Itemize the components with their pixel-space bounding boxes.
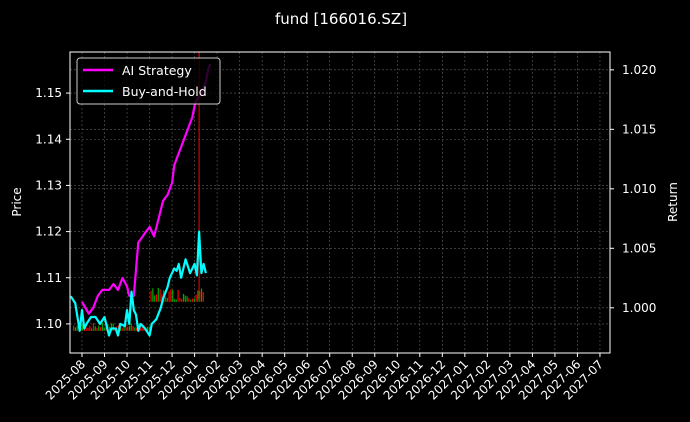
y-tick-label: 1.13 <box>35 178 62 192</box>
y2-tick-label: 1.005 <box>622 241 656 255</box>
y2-tick-label: 1.000 <box>622 301 656 315</box>
y-axis-right: 1.000 1.005 1.010 1.015 1.020 <box>610 63 656 315</box>
y-tick-label: 1.10 <box>35 317 62 331</box>
series-lines <box>69 63 212 337</box>
y2-tick-label: 1.010 <box>622 182 656 196</box>
x-axis: 2025-082025-092025-102025-112025-122026-… <box>43 353 606 403</box>
plot-frame <box>69 51 611 354</box>
legend-label-buy-and-hold: Buy-and-Hold <box>122 84 207 99</box>
y-tick-label: 1.14 <box>35 132 62 146</box>
y2-tick-label: 1.020 <box>622 63 656 77</box>
y2-tick-label: 1.015 <box>622 122 656 136</box>
y-tick-label: 1.15 <box>35 86 62 100</box>
series-line <box>81 63 212 315</box>
y-axis-label: Price <box>10 187 24 216</box>
legend: AI Strategy Buy-and-Hold <box>76 57 221 105</box>
y-tick-label: 1.11 <box>35 271 62 285</box>
y-axis-left: 1.10 1.11 1.12 1.13 1.14 1.15 <box>35 86 70 331</box>
chart-title: fund [166016.SZ] <box>275 10 407 28</box>
legend-label-ai-strategy: AI Strategy <box>122 63 192 78</box>
series-line <box>69 230 207 337</box>
y2-axis-label: Return <box>666 182 680 222</box>
y-tick-label: 1.12 <box>35 225 62 239</box>
